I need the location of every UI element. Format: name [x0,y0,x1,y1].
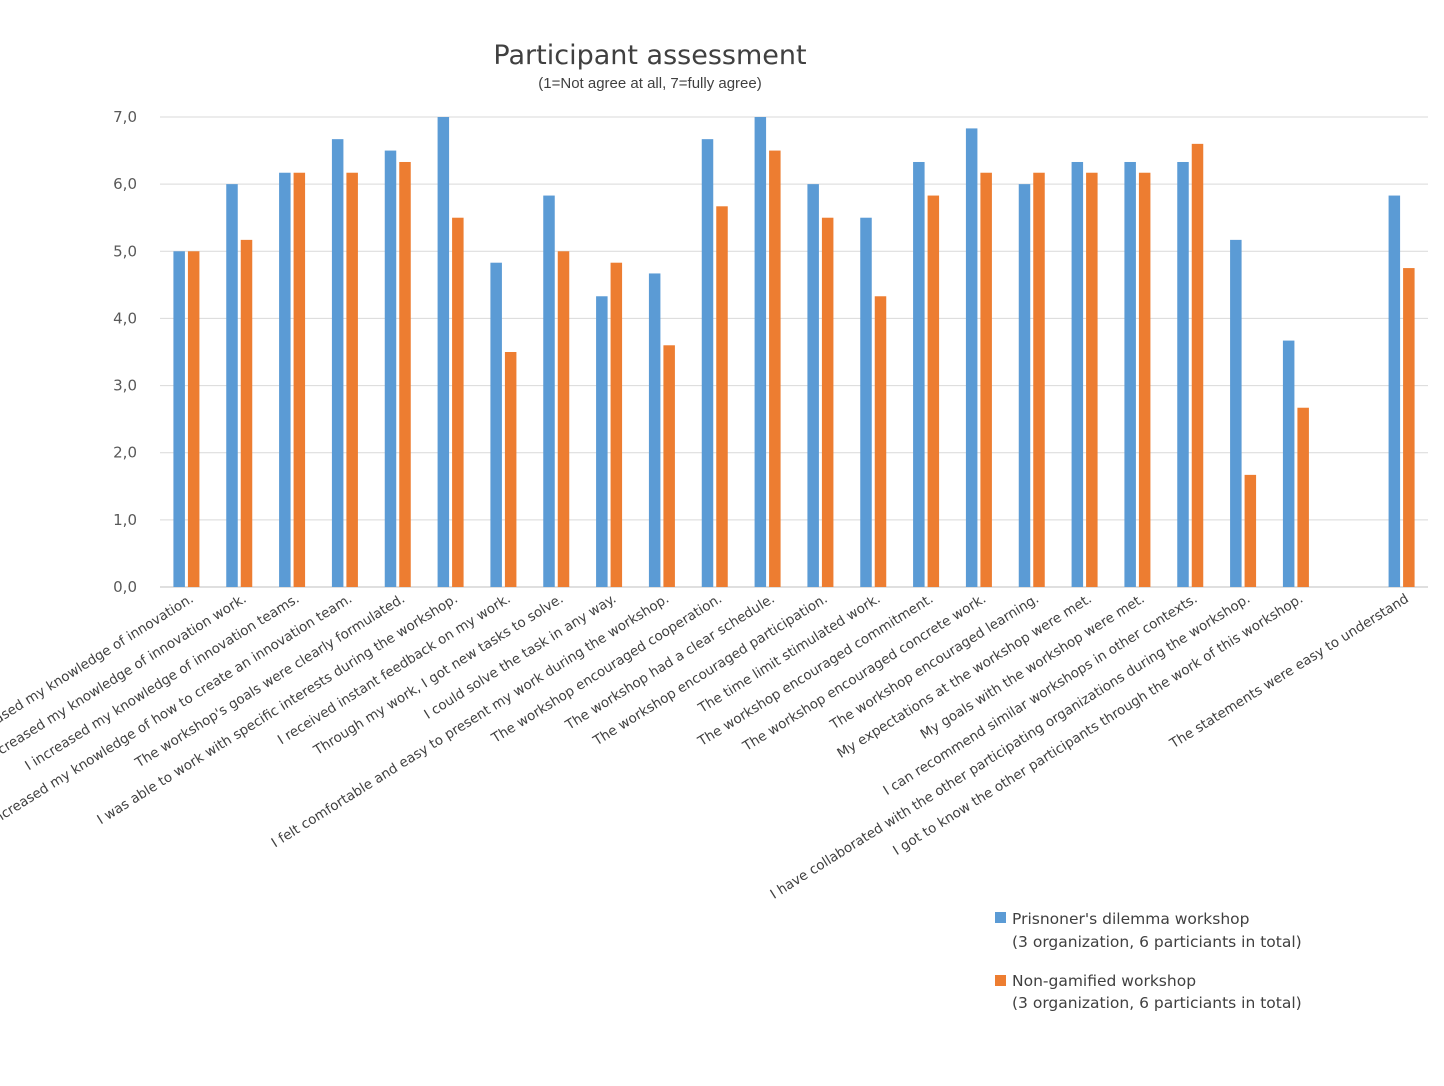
bar-non-gamified [1086,172,1098,587]
legend: Prisnoner's dilemma workshop (3 organiza… [995,910,1302,1012]
bar-prisoners-dilemma [1018,184,1031,587]
bar-prisoners-dilemma [807,184,819,587]
bar-non-gamified [293,172,306,587]
bar-prisoners-dilemma [437,117,450,587]
bar-prisoners-dilemma [754,117,767,587]
legend-label-non-gamified: Non-gamified workshop [1012,972,1196,990]
bar-prisoners-dilemma [1388,195,1401,588]
y-tick-label: 6,0 [113,175,137,193]
bar-prisoners-dilemma [226,184,238,587]
y-tick-label: 7,0 [113,108,137,126]
bar-non-gamified [610,262,623,587]
bar-non-gamified [346,172,358,587]
chart-title: Participant assessment [493,40,806,71]
y-axis-ticks: 0,0 1,0 2,0 3,0 4,0 5,0 6,0 7,0 [113,108,137,596]
bar-non-gamified [1191,143,1204,587]
bar-non-gamified [1244,474,1257,587]
bar-non-gamified [927,195,940,588]
bar-non-gamified [716,206,728,588]
bar-prisoners-dilemma [490,262,502,587]
y-tick-label: 5,0 [113,242,137,260]
y-tick-label: 0,0 [113,578,137,596]
x-category-label: The statements were easy to understand [1166,591,1411,753]
bar-non-gamified [240,239,253,587]
bar-prisoners-dilemma [701,139,714,587]
y-tick-label: 2,0 [113,444,137,462]
bar-non-gamified [663,345,675,587]
bar-non-gamified [821,217,834,587]
bar-non-gamified [399,161,411,587]
bar-non-gamified [874,296,887,587]
chart-subtitle: (1=Not agree at all, 7=fully agree) [538,75,761,92]
bar-non-gamified [187,251,200,588]
bar-non-gamified [1297,407,1309,587]
bar-non-gamified [1033,172,1045,587]
bar-prisoners-dilemma [384,150,397,588]
gridlines [160,116,1428,588]
legend-sublabel-non-gamified: (3 organization, 6 particiants in total) [1012,994,1302,1012]
bar-prisoners-dilemma [173,251,185,588]
bar-prisoners-dilemma [860,217,872,587]
bar-prisoners-dilemma [965,128,978,587]
bar-prisoners-dilemma [1071,161,1084,587]
bar-prisoners-dilemma [596,296,608,587]
bar-non-gamified [1138,172,1151,587]
bar-non-gamified [980,172,992,587]
bar-prisoners-dilemma [913,161,925,587]
bar-prisoners-dilemma [279,172,291,587]
bar-non-gamified [769,150,781,588]
bar-non-gamified [1403,268,1415,587]
y-tick-label: 1,0 [113,511,137,529]
legend-swatch-non-gamified [995,975,1006,986]
y-tick-label: 4,0 [113,309,137,327]
bar-prisoners-dilemma [648,273,661,587]
bar-prisoners-dilemma [1177,161,1189,587]
bar-non-gamified [504,352,517,587]
bar-prisoners-dilemma [1124,161,1136,587]
legend-sublabel-prisoners-dilemma: (3 organization, 6 particiants in total) [1012,933,1302,951]
bar-non-gamified [557,251,570,588]
bar-prisoners-dilemma [1282,340,1295,587]
bar-non-gamified [452,217,464,587]
y-tick-label: 3,0 [113,377,137,395]
bar-prisoners-dilemma [543,195,555,588]
legend-label-prisoners-dilemma: Prisnoner's dilemma workshop [1012,910,1249,928]
bars [173,117,1415,588]
bar-prisoners-dilemma [331,139,344,587]
legend-swatch-prisoners-dilemma [995,912,1006,923]
x-axis-category-labels: I increased my knowledge of innovation.I… [0,591,1412,903]
bar-prisoners-dilemma [1230,239,1242,587]
